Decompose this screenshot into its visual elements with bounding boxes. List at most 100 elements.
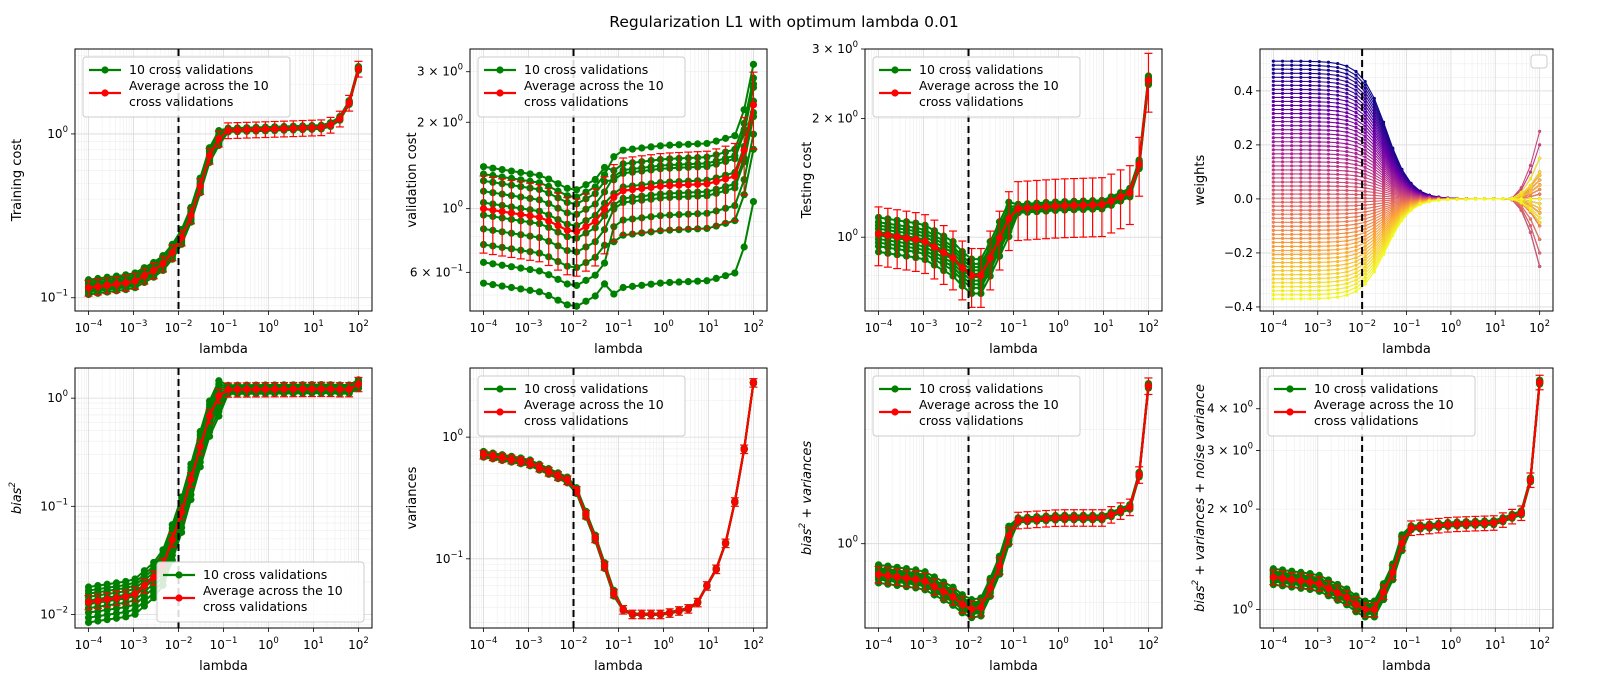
weight-point <box>1345 243 1349 247</box>
weight-point <box>1280 67 1285 71</box>
average-point <box>902 234 911 242</box>
weight-point <box>1326 60 1331 64</box>
weight-point <box>1528 187 1533 192</box>
weight-point <box>1308 212 1312 216</box>
weight-point <box>1354 77 1358 81</box>
weight-point <box>1308 293 1312 297</box>
average-point <box>1070 201 1078 210</box>
weight-point <box>1326 264 1331 268</box>
weight-point <box>1280 281 1285 285</box>
average-point <box>694 598 702 607</box>
average-point <box>712 565 720 573</box>
weight-point <box>1372 234 1376 239</box>
x-tick-label: 10−1 <box>1393 319 1421 335</box>
weight-point <box>1271 136 1275 140</box>
y-tick-label: 100 <box>47 125 68 141</box>
weight-point <box>1290 124 1294 128</box>
y-tick-label: 10−1 <box>40 497 68 513</box>
weight-point <box>1326 280 1331 284</box>
weight-point <box>1326 152 1331 156</box>
weight-point <box>1299 216 1303 220</box>
weight-point <box>1345 122 1349 127</box>
weight-point <box>1290 180 1294 184</box>
weight-point <box>1326 88 1331 92</box>
weight-point <box>1280 59 1285 63</box>
weight-point <box>1326 168 1331 172</box>
weight-point <box>1280 83 1285 87</box>
weight-point <box>1538 178 1542 182</box>
average-point <box>498 454 506 462</box>
weight-point <box>1290 111 1294 116</box>
weight-point <box>1336 248 1340 252</box>
weight-point <box>1464 197 1468 201</box>
weight-point <box>1528 177 1533 181</box>
weight-point <box>1326 232 1331 236</box>
weight-point <box>1308 100 1312 104</box>
x-tick-label: 101 <box>1485 319 1506 335</box>
weight-point <box>1336 145 1340 149</box>
subplot-p4: 10−4 10−3 10−2 10−1 100 101 102 −0.4 −0.2 0.0 0.2 0… <box>1193 48 1554 357</box>
average-point <box>526 459 534 467</box>
average-point <box>131 590 139 598</box>
weight-point <box>1372 226 1376 230</box>
average-point <box>573 228 581 236</box>
weight-point <box>1345 274 1349 278</box>
weight-point <box>1290 128 1294 132</box>
x-tick-label: 10−1 <box>210 319 238 335</box>
weight-point <box>1345 161 1349 165</box>
weight-point <box>1308 192 1312 196</box>
weight-point <box>1308 83 1312 88</box>
weight-point <box>1326 104 1331 108</box>
weight-point <box>1317 292 1321 297</box>
average-point <box>619 187 627 195</box>
weight-point <box>1317 148 1321 152</box>
weight-point <box>1308 140 1312 144</box>
average-point <box>517 457 525 465</box>
legend-cv-marker <box>101 66 109 74</box>
weight-point <box>1336 113 1340 117</box>
weight-point <box>1345 177 1349 181</box>
weight-point <box>1345 188 1349 192</box>
cv-point <box>684 140 692 148</box>
weight-point <box>1354 92 1358 96</box>
weight-point <box>1326 228 1331 232</box>
ylabel: variances <box>405 466 420 529</box>
weight-point <box>1372 170 1376 174</box>
weight-point <box>1354 271 1358 275</box>
weight-point <box>1299 63 1303 67</box>
average-point <box>600 205 609 213</box>
weight-point <box>1354 289 1358 293</box>
weight-point <box>1326 184 1331 188</box>
weight-point <box>1299 180 1303 184</box>
weight-point <box>1363 268 1367 272</box>
cv-point <box>666 278 674 287</box>
weight-point <box>1326 176 1331 180</box>
legend-cv-marker <box>496 66 504 74</box>
weight-point <box>1326 216 1331 220</box>
weight-point <box>1271 164 1275 168</box>
weight-point <box>1290 260 1294 265</box>
weight-point <box>1271 293 1275 297</box>
weight-point <box>1308 75 1312 80</box>
average-point <box>874 230 883 238</box>
cv-point <box>498 261 506 269</box>
weight-point <box>1280 99 1285 104</box>
weight-point <box>1326 192 1331 196</box>
cv-point <box>535 171 543 179</box>
weight-point <box>1354 200 1358 204</box>
weight-point <box>1317 252 1321 256</box>
weight-point <box>1372 123 1376 127</box>
cv-point <box>479 163 488 171</box>
weight-point <box>1317 108 1321 112</box>
weight-point <box>1271 212 1275 216</box>
cv-point <box>582 297 590 305</box>
weight-point <box>1528 194 1533 199</box>
weight-point <box>1317 84 1321 88</box>
average-point <box>233 126 242 134</box>
weight-point <box>1290 136 1294 140</box>
average-point <box>638 610 646 618</box>
weight-point <box>1290 120 1294 124</box>
x-tick-label: 10−3 <box>910 319 938 335</box>
weight-point <box>1317 204 1321 208</box>
cv-point <box>94 582 102 590</box>
